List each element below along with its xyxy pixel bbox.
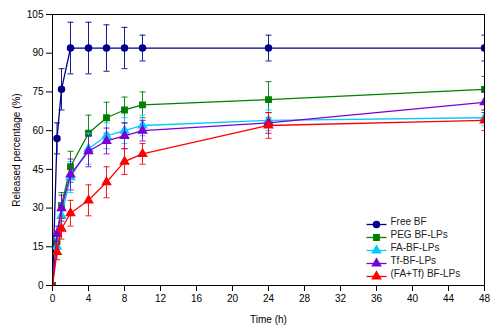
svg-text:4: 4 bbox=[86, 293, 92, 304]
svg-text:Free BF: Free BF bbox=[391, 216, 427, 227]
svg-text:90: 90 bbox=[32, 47, 44, 58]
svg-text:PEG BF-LPs: PEG BF-LPs bbox=[391, 229, 448, 240]
svg-text:32: 32 bbox=[335, 293, 347, 304]
svg-text:45: 45 bbox=[32, 164, 44, 175]
svg-text:Released percentage (%): Released percentage (%) bbox=[11, 93, 22, 206]
svg-text:15: 15 bbox=[32, 241, 44, 252]
svg-text:8: 8 bbox=[122, 293, 128, 304]
svg-text:60: 60 bbox=[32, 125, 44, 136]
svg-text:24: 24 bbox=[263, 293, 275, 304]
svg-text:36: 36 bbox=[371, 293, 383, 304]
svg-text:40: 40 bbox=[407, 293, 419, 304]
svg-text:105: 105 bbox=[27, 9, 44, 20]
svg-text:12: 12 bbox=[155, 293, 167, 304]
svg-text:0: 0 bbox=[38, 280, 44, 291]
svg-text:28: 28 bbox=[299, 293, 311, 304]
svg-text:30: 30 bbox=[32, 202, 44, 213]
svg-text:0: 0 bbox=[50, 293, 56, 304]
svg-text:(FA+Tf) BF-LPs: (FA+Tf) BF-LPs bbox=[391, 268, 461, 279]
svg-text:Tf-BF-LPs: Tf-BF-LPs bbox=[391, 255, 437, 266]
svg-text:20: 20 bbox=[227, 293, 239, 304]
svg-text:48: 48 bbox=[479, 293, 491, 304]
svg-text:16: 16 bbox=[191, 293, 203, 304]
svg-text:FA-BF-LPs: FA-BF-LPs bbox=[391, 242, 440, 253]
svg-text:75: 75 bbox=[32, 86, 44, 97]
svg-text:44: 44 bbox=[443, 293, 455, 304]
svg-text:Time (h): Time (h) bbox=[250, 314, 287, 325]
